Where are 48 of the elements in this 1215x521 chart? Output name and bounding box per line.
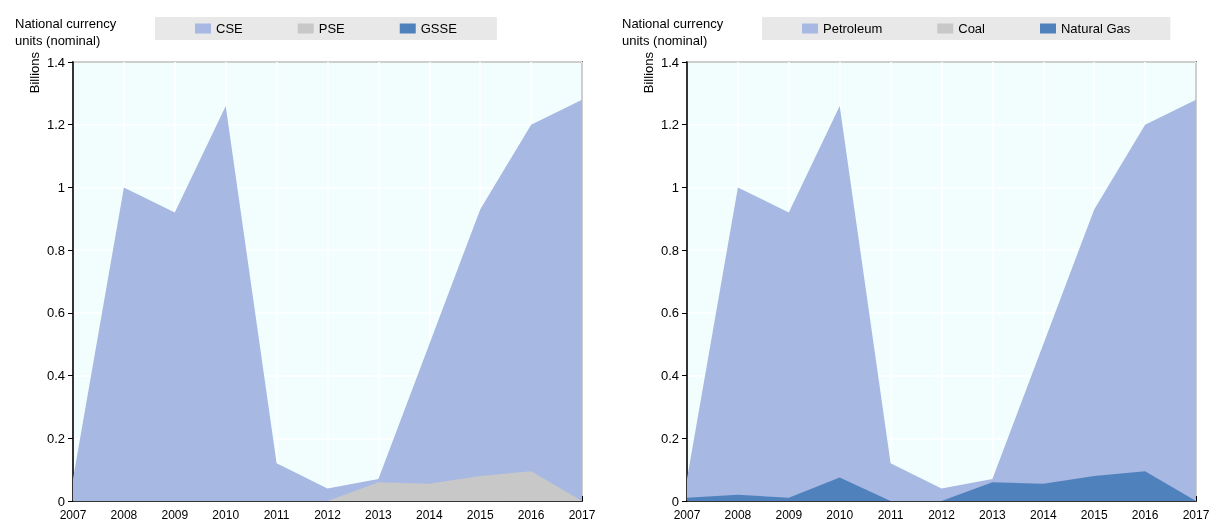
x-tick-label: 2012	[928, 508, 956, 521]
y-tick-label: 0.2	[46, 430, 65, 446]
chart-subtitle: National currency units (nominal)	[15, 16, 120, 48]
y-axis-title: Billions	[641, 51, 656, 94]
x-tick-label: 2012	[314, 508, 342, 521]
x-tick-label: 2014	[1029, 508, 1057, 521]
y-tick-label: 1	[671, 179, 679, 195]
legend-label: Petroleum	[823, 21, 883, 36]
x-tick-label: 2017	[1182, 508, 1210, 521]
y-tick-label: 0	[671, 493, 679, 509]
y-tick-label: 0.6	[660, 305, 679, 321]
x-tick-label: 2008	[110, 508, 138, 521]
y-tick-label: 1.2	[660, 117, 679, 133]
x-tick-label: 2015	[1080, 508, 1108, 521]
y-tick-label: 1	[57, 179, 65, 195]
y-tick-label: 0	[57, 493, 65, 509]
legend-label: CSE	[216, 21, 244, 36]
legend-label: GSSE	[420, 21, 458, 36]
y-tick-label: 0.2	[660, 430, 679, 446]
chart-subtitle: National currency units (nominal)	[622, 16, 727, 48]
y-tick-label: 0.4	[660, 368, 679, 384]
x-tick-label: 2009	[161, 508, 189, 521]
y-tick-label: 0.8	[660, 242, 679, 258]
x-tick-label: 2008	[724, 508, 752, 521]
legend-label: PSE	[318, 21, 346, 36]
x-tick-label: 2013	[365, 508, 393, 521]
y-tick-label: 0.4	[46, 368, 65, 384]
y-tick-label: 1.4	[46, 54, 65, 70]
x-tick-label: 2013	[979, 508, 1007, 521]
y-axis-title: Billions	[27, 51, 42, 94]
x-tick-label: 2007	[59, 508, 87, 521]
x-tick-label: 2014	[415, 508, 443, 521]
x-tick-label: 2015	[466, 508, 494, 521]
y-tick-label: 1.2	[46, 117, 65, 133]
y-tick-label: 1.4	[660, 54, 679, 70]
x-tick-label: 2010	[212, 508, 240, 521]
x-tick-label: 2011	[263, 508, 290, 521]
x-tick-label: 2016	[1131, 508, 1159, 521]
legend-label: Natural Gas	[1060, 21, 1131, 36]
x-tick-label: 2016	[517, 508, 545, 521]
x-tick-label: 2011	[877, 508, 904, 521]
y-tick-label: 0.6	[46, 305, 65, 321]
y-tick-label: 0.8	[46, 242, 65, 258]
x-tick-label: 2010	[826, 508, 854, 521]
x-tick-label: 2017	[568, 508, 596, 521]
x-tick-label: 2007	[673, 508, 701, 521]
x-tick-label: 2009	[775, 508, 803, 521]
legend-label: Coal	[958, 21, 986, 36]
